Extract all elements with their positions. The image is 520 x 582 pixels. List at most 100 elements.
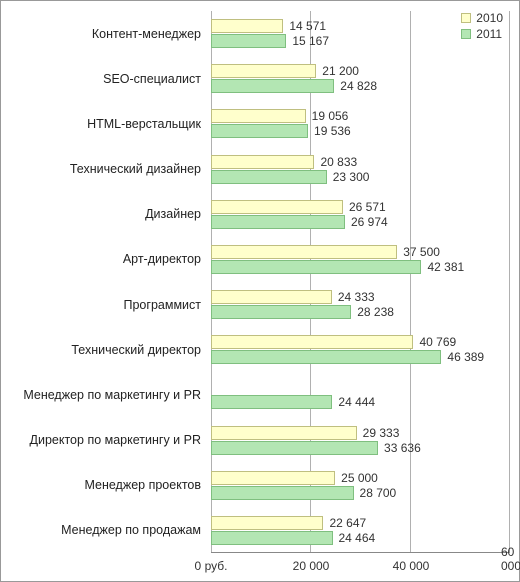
- salary-bar-chart: 0 руб.20 00040 00060 000 20102011 Контен…: [0, 0, 520, 582]
- bar: [211, 155, 314, 169]
- bar-value-label: 29 333: [363, 426, 400, 440]
- legend-item: 2011: [461, 27, 503, 41]
- category-label: Программист: [1, 298, 206, 312]
- category-label: Технический дизайнер: [1, 162, 206, 176]
- bar: [211, 395, 332, 409]
- gridline: [509, 11, 510, 553]
- category-label: Директор по маркетингу и PR: [1, 433, 206, 447]
- x-tick-label: 0 руб.: [195, 559, 228, 573]
- bar: [211, 215, 345, 229]
- bar-row: 28 700: [211, 486, 509, 500]
- bars-wrapper: 21 20024 828: [211, 56, 509, 101]
- category-group: Дизайнер 26 57126 974: [1, 192, 509, 237]
- bars-wrapper: 29 33333 636: [211, 418, 509, 463]
- bar-row: 26 571: [211, 200, 509, 214]
- bar-value-label: 40 769: [419, 335, 456, 349]
- category-group: Арт-директор 37 50042 381: [1, 237, 509, 282]
- bar-value-label: 33 636: [384, 441, 421, 455]
- bar-value-label: 22 647: [329, 516, 366, 530]
- category-label: SEO-специалист: [1, 72, 206, 86]
- bar: [211, 170, 327, 184]
- bar-row: 33 636: [211, 441, 509, 455]
- bar: [211, 109, 306, 123]
- bar-row: 24 464: [211, 531, 509, 545]
- bars-wrapper: 22 64724 464: [211, 508, 509, 553]
- legend-swatch: [461, 29, 471, 39]
- bar-row: 21 200: [211, 64, 509, 78]
- bar-value-label: 19 056: [312, 109, 349, 123]
- bar-value-label: 28 238: [357, 305, 394, 319]
- bar: [211, 531, 333, 545]
- bar-row: 42 381: [211, 260, 509, 274]
- bar: [211, 335, 413, 349]
- bar-row: 20 833: [211, 155, 509, 169]
- bar-groups: Контент-менеджер14 57115 167SEO-специали…: [1, 11, 509, 553]
- bar-row: 23 300: [211, 170, 509, 184]
- x-tick-label: 20 000: [293, 559, 330, 573]
- bar-value-label: 14 571: [289, 19, 326, 33]
- bar-row: 22 647: [211, 516, 509, 530]
- bar: [211, 19, 283, 33]
- bar-row: [211, 380, 509, 394]
- bar-row: 19 536: [211, 124, 509, 138]
- category-label: Арт-директор: [1, 252, 206, 266]
- bar: [211, 441, 378, 455]
- bar-row: 25 000: [211, 471, 509, 485]
- bars-wrapper: 37 50042 381: [211, 237, 509, 282]
- bar-value-label: 42 381: [427, 260, 464, 274]
- category-label: Менеджер по маркетингу и PR: [1, 388, 206, 402]
- bar: [211, 305, 351, 319]
- bar-value-label: 26 571: [349, 200, 386, 214]
- bar-value-label: 26 974: [351, 215, 388, 229]
- category-group: Менеджер проектов 25 00028 700: [1, 463, 509, 508]
- bar: [211, 290, 332, 304]
- legend-item: 2010: [461, 11, 503, 25]
- bar: [211, 471, 335, 485]
- category-group: Директор по маркетингу и PR 29 33333 636: [1, 418, 509, 463]
- category-group: Контент-менеджер14 57115 167: [1, 11, 509, 56]
- bar-value-label: 24 444: [338, 395, 375, 409]
- bar-value-label: 46 389: [447, 350, 484, 364]
- category-label: HTML-верстальщик: [1, 117, 206, 131]
- bar-row: 40 769: [211, 335, 509, 349]
- bar-value-label: 19 536: [314, 124, 351, 138]
- bar-value-label: 24 828: [340, 79, 377, 93]
- bar: [211, 64, 316, 78]
- category-group: Технический директор 40 76946 389: [1, 327, 509, 372]
- bar-row: 28 238: [211, 305, 509, 319]
- legend-label: 2011: [476, 27, 502, 41]
- bars-wrapper: 25 00028 700: [211, 463, 509, 508]
- category-label: Дизайнер: [1, 207, 206, 221]
- bar-value-label: 21 200: [322, 64, 359, 78]
- bars-wrapper: 40 76946 389: [211, 327, 509, 372]
- bar-row: 24 828: [211, 79, 509, 93]
- bar-row: 19 056: [211, 109, 509, 123]
- category-group: SEO-специалист 21 20024 828: [1, 56, 509, 101]
- bars-wrapper: 19 05619 536: [211, 101, 509, 146]
- bar: [211, 486, 354, 500]
- bars-wrapper: 24 444: [211, 372, 509, 417]
- bar-value-label: 24 333: [338, 290, 375, 304]
- bar: [211, 260, 421, 274]
- legend-label: 2010: [476, 11, 503, 25]
- bar-value-label: 25 000: [341, 471, 378, 485]
- bar: [211, 124, 308, 138]
- bar: [211, 426, 357, 440]
- bar-row: 24 444: [211, 395, 509, 409]
- category-group: Менеджер по маркетингу и PR 24 444: [1, 372, 509, 417]
- bar-row: 37 500: [211, 245, 509, 259]
- x-tick-label: 40 000: [393, 559, 430, 573]
- bar-row: 26 974: [211, 215, 509, 229]
- bar-value-label: 15 167: [292, 34, 329, 48]
- category-label: Менеджер проектов: [1, 478, 206, 492]
- bars-wrapper: 20 83323 300: [211, 147, 509, 192]
- bars-wrapper: 24 33328 238: [211, 282, 509, 327]
- bar: [211, 79, 334, 93]
- bars-wrapper: 26 57126 974: [211, 192, 509, 237]
- category-label: Менеджер по продажам: [1, 523, 206, 537]
- bar-row: 46 389: [211, 350, 509, 364]
- category-group: Программист 24 33328 238: [1, 282, 509, 327]
- category-label: Технический директор: [1, 343, 206, 357]
- bar: [211, 200, 343, 214]
- bar-value-label: 37 500: [403, 245, 440, 259]
